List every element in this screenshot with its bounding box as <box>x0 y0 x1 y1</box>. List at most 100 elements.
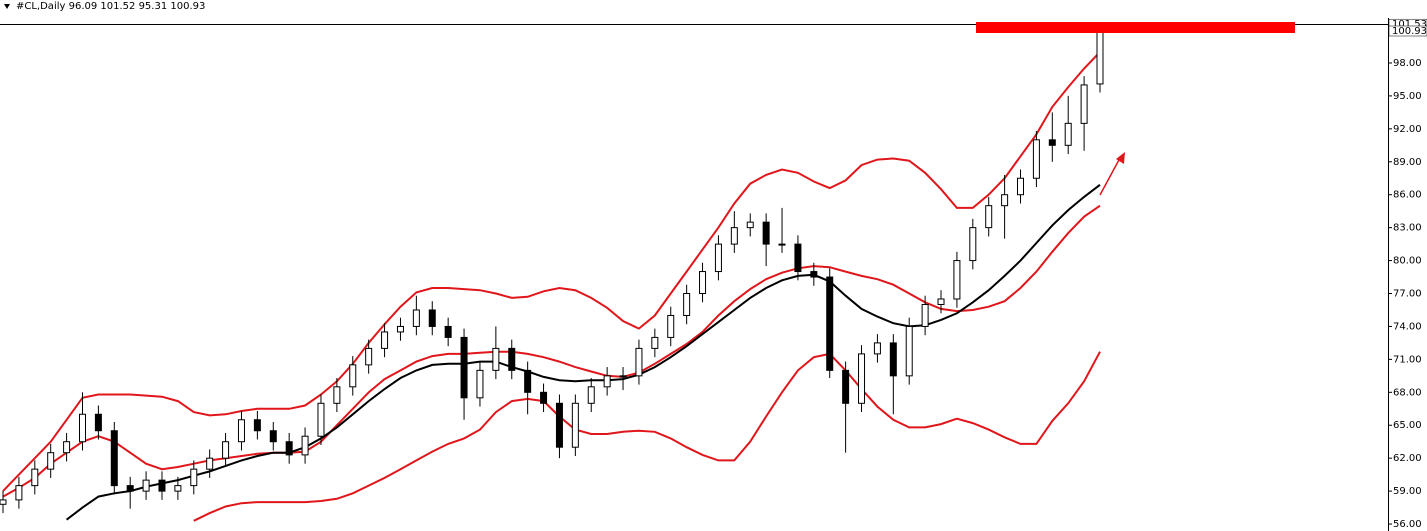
highlight-box <box>976 22 1295 33</box>
candle-body <box>78 413 86 443</box>
candle-body <box>667 314 675 338</box>
candle-body <box>1096 30 1104 85</box>
y-tick-label: 98.00 <box>1393 58 1422 69</box>
candle-body <box>1017 177 1025 196</box>
candle-body <box>396 325 404 333</box>
price-label: 100.93 <box>1392 26 1427 37</box>
y-tick-label: 95.00 <box>1393 91 1422 102</box>
candle-body <box>47 452 55 470</box>
y-tick-label: 92.00 <box>1393 124 1422 135</box>
candle-body <box>460 336 468 399</box>
candle-body <box>699 271 707 295</box>
candle-body <box>555 402 563 448</box>
indicator-line <box>2 204 1101 498</box>
candle-body <box>158 479 166 492</box>
candle-body <box>237 419 245 443</box>
candle-body <box>746 221 754 229</box>
candle-body <box>1048 139 1056 146</box>
candle-body <box>1064 122 1072 146</box>
y-tick-label: 80.00 <box>1393 256 1422 267</box>
candle-body <box>953 260 961 300</box>
candle-body <box>317 402 325 437</box>
candle-body <box>889 342 897 377</box>
candle-body <box>810 271 818 278</box>
candle-body <box>174 485 182 492</box>
candle-body <box>842 369 850 404</box>
y-tick-label: 89.00 <box>1393 157 1422 168</box>
candle-body <box>714 243 722 273</box>
collapse-icon[interactable] <box>4 4 10 9</box>
candle-body <box>873 342 881 355</box>
y-tick-label: 77.00 <box>1393 289 1422 300</box>
candle-body <box>921 303 929 327</box>
y-tick-label: 83.00 <box>1393 223 1422 234</box>
candle-body <box>444 325 452 338</box>
trend-arrow-head <box>1116 152 1125 164</box>
y-tick-label: 71.00 <box>1393 354 1422 365</box>
candle-body <box>349 364 357 388</box>
y-tick-label: 65.00 <box>1393 420 1422 431</box>
candle-body <box>190 468 198 487</box>
candle-body <box>285 441 293 456</box>
candle-body <box>110 430 118 487</box>
candle-body <box>94 413 102 432</box>
candle-body <box>730 227 738 245</box>
chart-header: #CL,Daily 96.09 101.52 95.31 100.93 <box>16 1 205 12</box>
candle-body <box>476 369 484 399</box>
y-tick-label: 62.00 <box>1393 453 1422 464</box>
candle-body <box>937 298 945 305</box>
candle-body <box>428 309 436 327</box>
indicator-line <box>2 51 1101 492</box>
candle-body <box>63 441 71 454</box>
candle-body <box>508 347 516 371</box>
candle-body <box>524 369 532 393</box>
candle-body <box>683 293 691 316</box>
candle-body <box>0 499 7 505</box>
candle-body <box>794 243 802 273</box>
candle-body <box>858 353 866 404</box>
candle-body <box>492 347 500 371</box>
candle-body <box>333 386 341 404</box>
candle-body <box>587 386 595 404</box>
candle-body <box>1080 84 1088 124</box>
candle-body <box>651 336 659 349</box>
plot-area <box>0 24 1104 522</box>
candle-body <box>253 419 261 432</box>
candle-body <box>31 468 39 487</box>
candle-body <box>365 347 373 366</box>
candle-body <box>1001 194 1009 207</box>
y-tick-label: 59.00 <box>1393 486 1422 497</box>
candle-body <box>969 227 977 262</box>
candle-body <box>571 402 579 448</box>
candle-body <box>985 205 993 229</box>
candle-body <box>269 430 277 443</box>
candle-body <box>1032 139 1040 179</box>
candle-body <box>619 375 627 378</box>
candle-body <box>778 243 786 246</box>
price-label-box <box>1388 25 1427 37</box>
candle-body <box>15 485 23 501</box>
candle-body <box>206 457 214 470</box>
candle-body <box>635 347 643 377</box>
candle-body <box>381 331 389 349</box>
indicator-line <box>193 351 1101 522</box>
y-tick-label: 74.00 <box>1393 321 1422 332</box>
y-tick-label: 86.00 <box>1393 190 1422 201</box>
candle-body <box>826 276 834 371</box>
y-tick-label: 68.00 <box>1393 387 1422 398</box>
candle-body <box>126 485 134 492</box>
y-tick-label: 56.00 <box>1393 519 1422 530</box>
candle-body <box>905 325 913 377</box>
candle-body <box>603 375 611 388</box>
candle-body <box>762 221 770 245</box>
candle-body <box>540 391 548 404</box>
candle-body <box>301 435 309 456</box>
candle-body <box>222 441 230 459</box>
trend-arrow <box>1099 157 1121 196</box>
candle-body <box>142 479 150 492</box>
candle-body <box>412 309 420 327</box>
price-label: 101.53 <box>1392 19 1427 30</box>
